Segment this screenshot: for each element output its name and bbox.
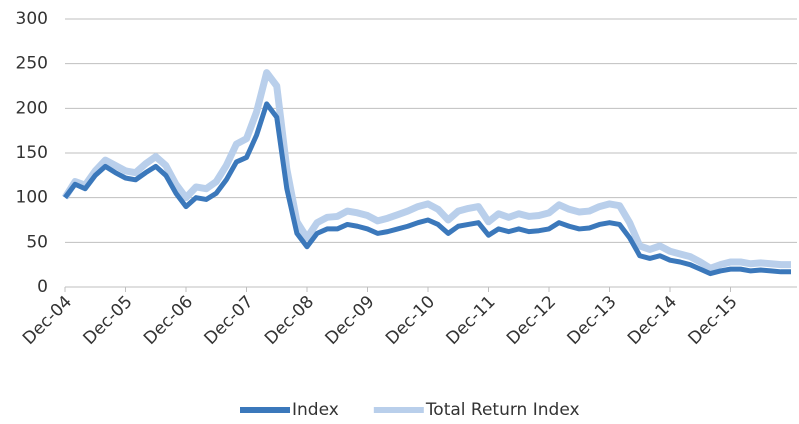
x-tick-label: Dec-15 xyxy=(685,292,742,349)
y-tick-label: 150 xyxy=(16,143,48,163)
x-tick-label: Dec-12 xyxy=(503,292,560,349)
x-tick-label: Dec-10 xyxy=(382,292,439,349)
legend-label: Index xyxy=(292,400,339,420)
y-tick-label: 100 xyxy=(16,188,48,208)
series-line xyxy=(63,101,791,277)
y-tick-label: 50 xyxy=(26,232,48,252)
x-tick-label: Dec-11 xyxy=(443,292,500,349)
series-line xyxy=(62,69,791,272)
y-tick-label: 200 xyxy=(16,98,48,118)
x-tick-label: Dec-13 xyxy=(564,292,621,349)
x-tick-label: Dec-04 xyxy=(19,292,76,349)
legend-label: Total Return Index xyxy=(425,400,580,420)
x-tick-label: Dec-06 xyxy=(140,292,197,349)
x-tick-label: Dec-08 xyxy=(261,292,318,349)
x-tick-label: Dec-07 xyxy=(201,292,258,349)
x-tick-label: Dec-05 xyxy=(80,292,137,349)
x-tick-label: Dec-14 xyxy=(624,292,681,349)
x-tick-label: Dec-09 xyxy=(322,292,379,349)
y-tick-label: 300 xyxy=(16,9,48,29)
y-tick-label: 0 xyxy=(37,277,48,297)
y-tick-label: 250 xyxy=(16,54,48,74)
